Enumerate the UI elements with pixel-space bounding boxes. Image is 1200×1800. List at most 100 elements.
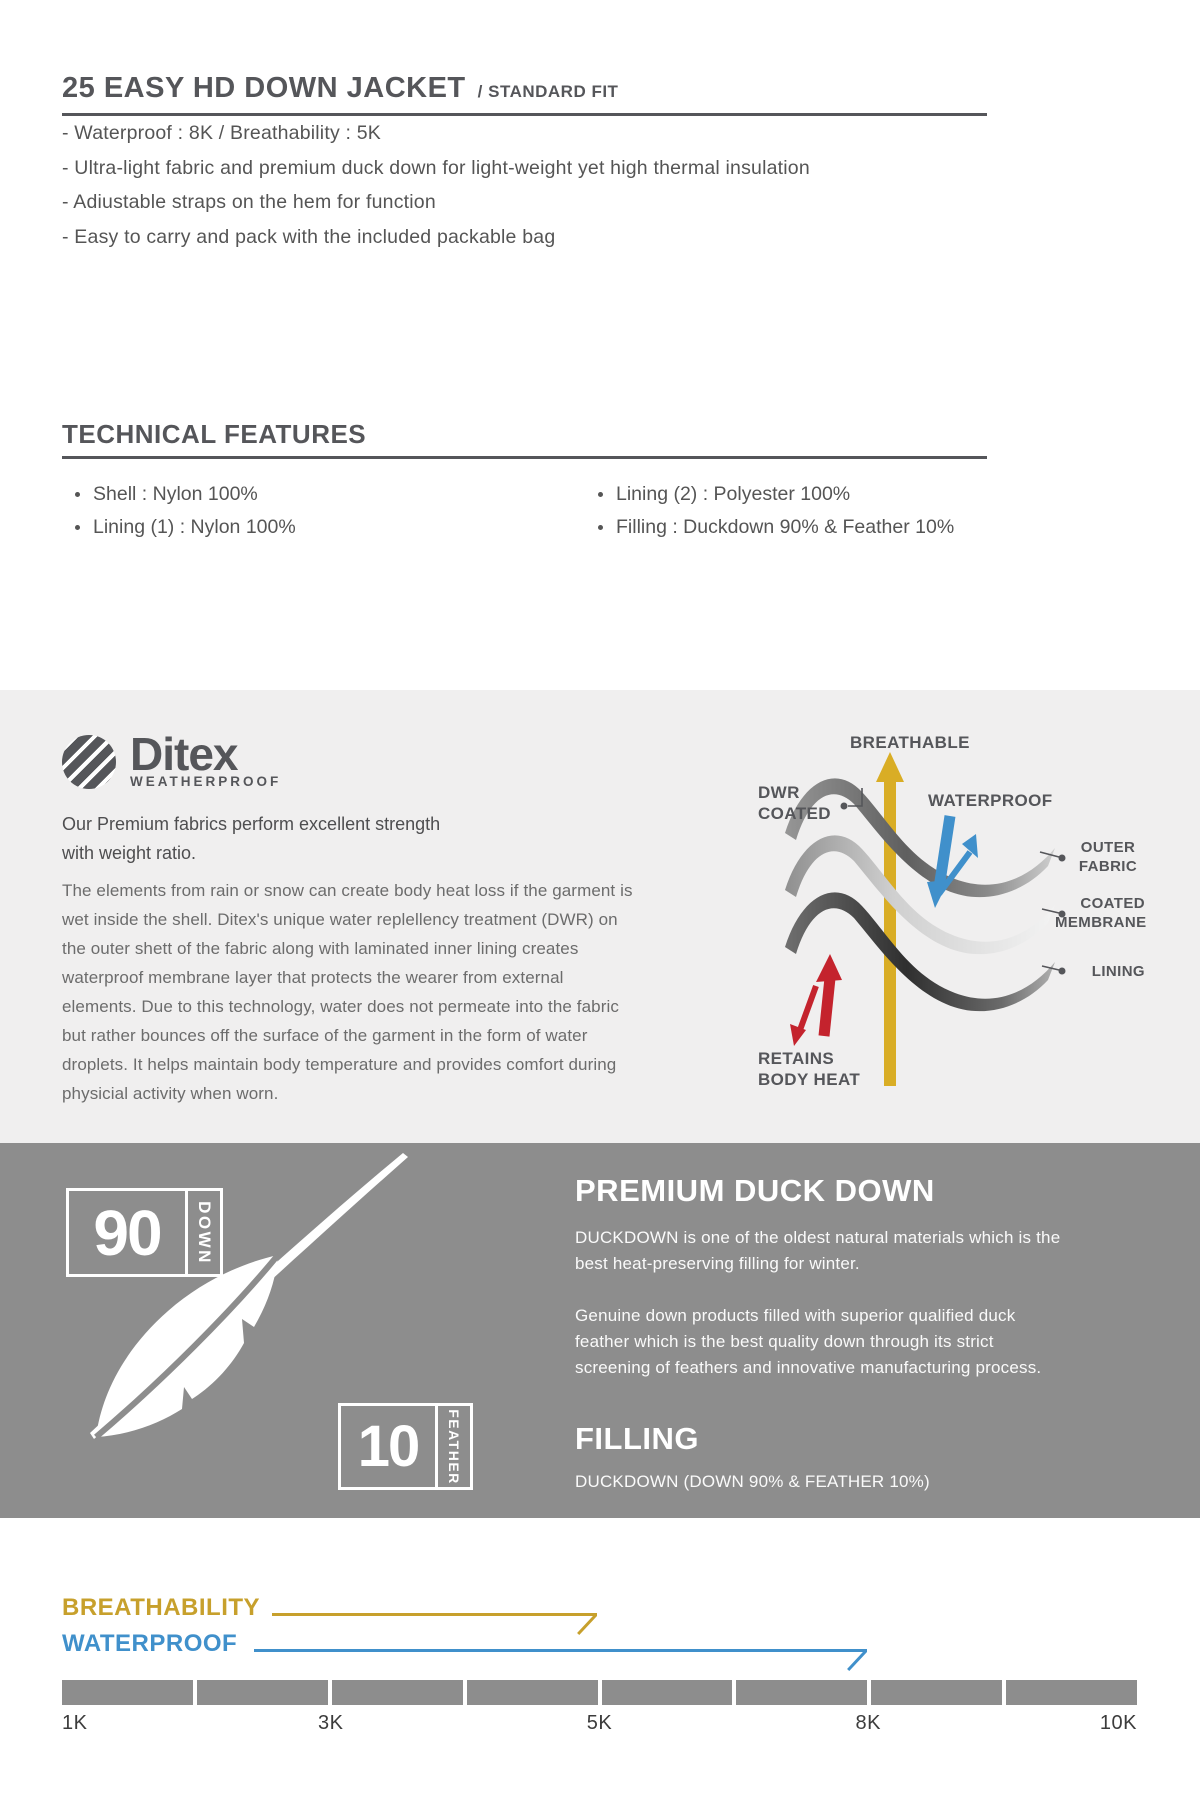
bullet-dot: [75, 525, 80, 530]
feather-badge-label: FEATHER: [446, 1408, 462, 1485]
outer-fabric-layer: [785, 778, 1055, 898]
body-line: waterproof membrane layer that protects …: [62, 968, 564, 987]
feature-list: - Waterproof : 8K / Breathability : 5K -…: [62, 116, 810, 254]
body-line: physicial activity when worn.: [62, 1084, 279, 1103]
diagram-connectors: [840, 788, 1066, 975]
breathable-arrow-icon: [876, 752, 904, 1086]
tick-label: 8K: [855, 1712, 881, 1734]
ditex-section: Ditex WEATHERPROOF Our Premium fabrics p…: [0, 690, 1200, 1143]
dwr-coated-label: DWR COATED: [758, 783, 831, 823]
body-line: but rather bounces off the surface of th…: [62, 1026, 588, 1045]
scale-segment: [196, 1680, 328, 1705]
ditex-brand: Ditex: [130, 728, 238, 780]
dk-line: feather which is the best quality down t…: [575, 1332, 994, 1351]
tech-item: Shell : Nylon 100%: [75, 478, 296, 511]
ditex-intro: Our Premium fabrics perform excellent st…: [62, 810, 440, 868]
feature-line: - Easy to carry and pack with the includ…: [62, 225, 556, 248]
page-title: 25 EASY HD DOWN JACKET / STANDARD FIT: [62, 72, 618, 105]
feature-line: - Ultra-light fabric and premium duck do…: [62, 156, 810, 179]
body-line: the outer shett of the fabric along with…: [62, 939, 579, 958]
ditex-body: The elements from rain or snow can creat…: [62, 876, 633, 1108]
filling-value: DUCKDOWN (DOWN 90% & FEATHER 10%): [575, 1472, 930, 1491]
technical-features-heading: TECHNICAL FEATURES: [62, 419, 367, 449]
dk-line: DUCKDOWN is one of the oldest natural ma…: [575, 1228, 1061, 1247]
tech-item: Filling : Duckdown 90% & Feather 10%: [598, 511, 954, 544]
product-fit: / STANDARD FIT: [477, 82, 619, 101]
intro-line: with weight ratio.: [62, 843, 197, 863]
fabric-diagram: BREATHABLE DWR COATED WATERPROOF OUTER F…: [750, 730, 1150, 1110]
bullet-dot: [598, 525, 603, 530]
feather-badge-side: FEATHER: [435, 1406, 470, 1487]
retains-body-heat-label: RETAINS BODY HEAT: [758, 1049, 861, 1089]
breathability-arrow: [272, 1613, 597, 1636]
bullet-dot: [75, 492, 80, 497]
scale-segment: [871, 1680, 1003, 1705]
down-badge-value: 90: [93, 1196, 162, 1269]
coated-membrane-layer: [785, 835, 1055, 955]
tech-item: Lining (2) : Polyester 100%: [598, 478, 954, 511]
tick-label: 1K: [62, 1712, 88, 1734]
lining-layer: [785, 892, 1055, 1012]
body-line: wet inside the shell. Ditex's unique wat…: [62, 910, 618, 929]
breathability-label: BREATHABILITY: [62, 1594, 261, 1621]
breathable-label: BREATHABLE: [850, 733, 970, 752]
tech-item-label: Lining (2) : Polyester 100%: [616, 483, 851, 505]
body-line: The elements from rain or snow can creat…: [62, 881, 633, 900]
waterproof-label: WATERPROOF: [62, 1630, 238, 1657]
product-title: 25 EASY HD DOWN JACKET: [62, 72, 466, 104]
bullet-dot: [598, 492, 603, 497]
tick-label: 10K: [1099, 1712, 1137, 1734]
dk-line: Genuine down products filled with superi…: [575, 1306, 1016, 1325]
tick-label: 5K: [586, 1712, 613, 1734]
ditex-tagline: WEATHERPROOF: [130, 774, 282, 789]
down-badge-label: DOWN: [195, 1200, 214, 1265]
fabric-layers-graphic: [785, 752, 1066, 1086]
premium-duck-down-heading: PREMIUM DUCK DOWN: [575, 1173, 935, 1208]
tech-item-label: Shell : Nylon 100%: [93, 483, 258, 505]
technical-list-right: Lining (2) : Polyester 100% Filling : Du…: [598, 478, 954, 544]
feature-line: - Waterproof : 8K / Breathability : 5K: [62, 122, 382, 144]
filling-heading: FILLING: [575, 1421, 700, 1456]
feather-badge-value: 10: [357, 1414, 421, 1479]
dk-line: best heat-preserving filling for winter.: [575, 1254, 860, 1273]
body-line: droplets. It helps maintain body tempera…: [62, 1055, 617, 1074]
ditex-logo-icon: [62, 735, 116, 789]
down-90-badge: 90 DOWN: [66, 1188, 223, 1277]
lining-label: LINING: [1091, 963, 1145, 980]
ditex-brand-block: Ditex WEATHERPROOF: [130, 728, 282, 789]
down-badge-side: DOWN: [185, 1191, 220, 1274]
waterproof-arrow-icon: [927, 815, 978, 908]
breathability-arrowhead-icon: [577, 1613, 597, 1636]
performance-scale-section: BREATHABILITY WATERPROOF 1K 3K 5K 8K 10K: [0, 1518, 1200, 1800]
tick-label: 3K: [318, 1712, 344, 1734]
technical-list-left: Shell : Nylon 100% Lining (1) : Nylon 10…: [75, 478, 296, 544]
waterproof-arrowhead-icon: [847, 1649, 867, 1672]
outer-fabric-label: OUTER FABRIC: [1078, 839, 1138, 875]
tech-item-label: Filling : Duckdown 90% & Feather 10%: [616, 516, 955, 538]
scale-segment: [331, 1680, 463, 1705]
waterproof-diagram-label: WATERPROOF: [928, 791, 1053, 810]
tech-item-label: Lining (1) : Nylon 100%: [93, 516, 296, 538]
feather-icon: [90, 1153, 408, 1440]
dk-line: screening of feathers and innovative man…: [575, 1358, 1042, 1377]
scale-segment: [62, 1680, 193, 1705]
ditex-logo-block: Ditex WEATHERPROOF: [62, 728, 282, 789]
feature-line: - Adiustable straps on the hem for funct…: [62, 191, 436, 213]
title-underline: [62, 113, 987, 116]
feather-10-badge: 10 FEATHER: [338, 1403, 473, 1490]
body-line: elements. Due to this technology, water …: [62, 997, 619, 1016]
scale-segment: [601, 1680, 733, 1705]
coated-membrane-label: COATED MEMBRANE: [1055, 895, 1147, 931]
rating-scale-bar: [62, 1680, 1137, 1705]
premium-down-section: 90 DOWN 10 FEATHER PREMIUM DUCK DOWN DUC…: [0, 1143, 1200, 1518]
waterproof-arrow: [254, 1649, 867, 1672]
duckdown-para1: DUCKDOWN is one of the oldest natural ma…: [575, 1225, 1060, 1277]
tech-item: Lining (1) : Nylon 100%: [75, 511, 296, 544]
scale-segment: [1006, 1680, 1137, 1705]
scale-ticks: 1K 3K 5K 8K 10K: [62, 1712, 1137, 1742]
technical-underline: [62, 456, 987, 459]
scale-segment: [736, 1680, 868, 1705]
scale-segment: [466, 1680, 598, 1705]
intro-line: Our Premium fabrics perform excellent st…: [62, 814, 441, 834]
